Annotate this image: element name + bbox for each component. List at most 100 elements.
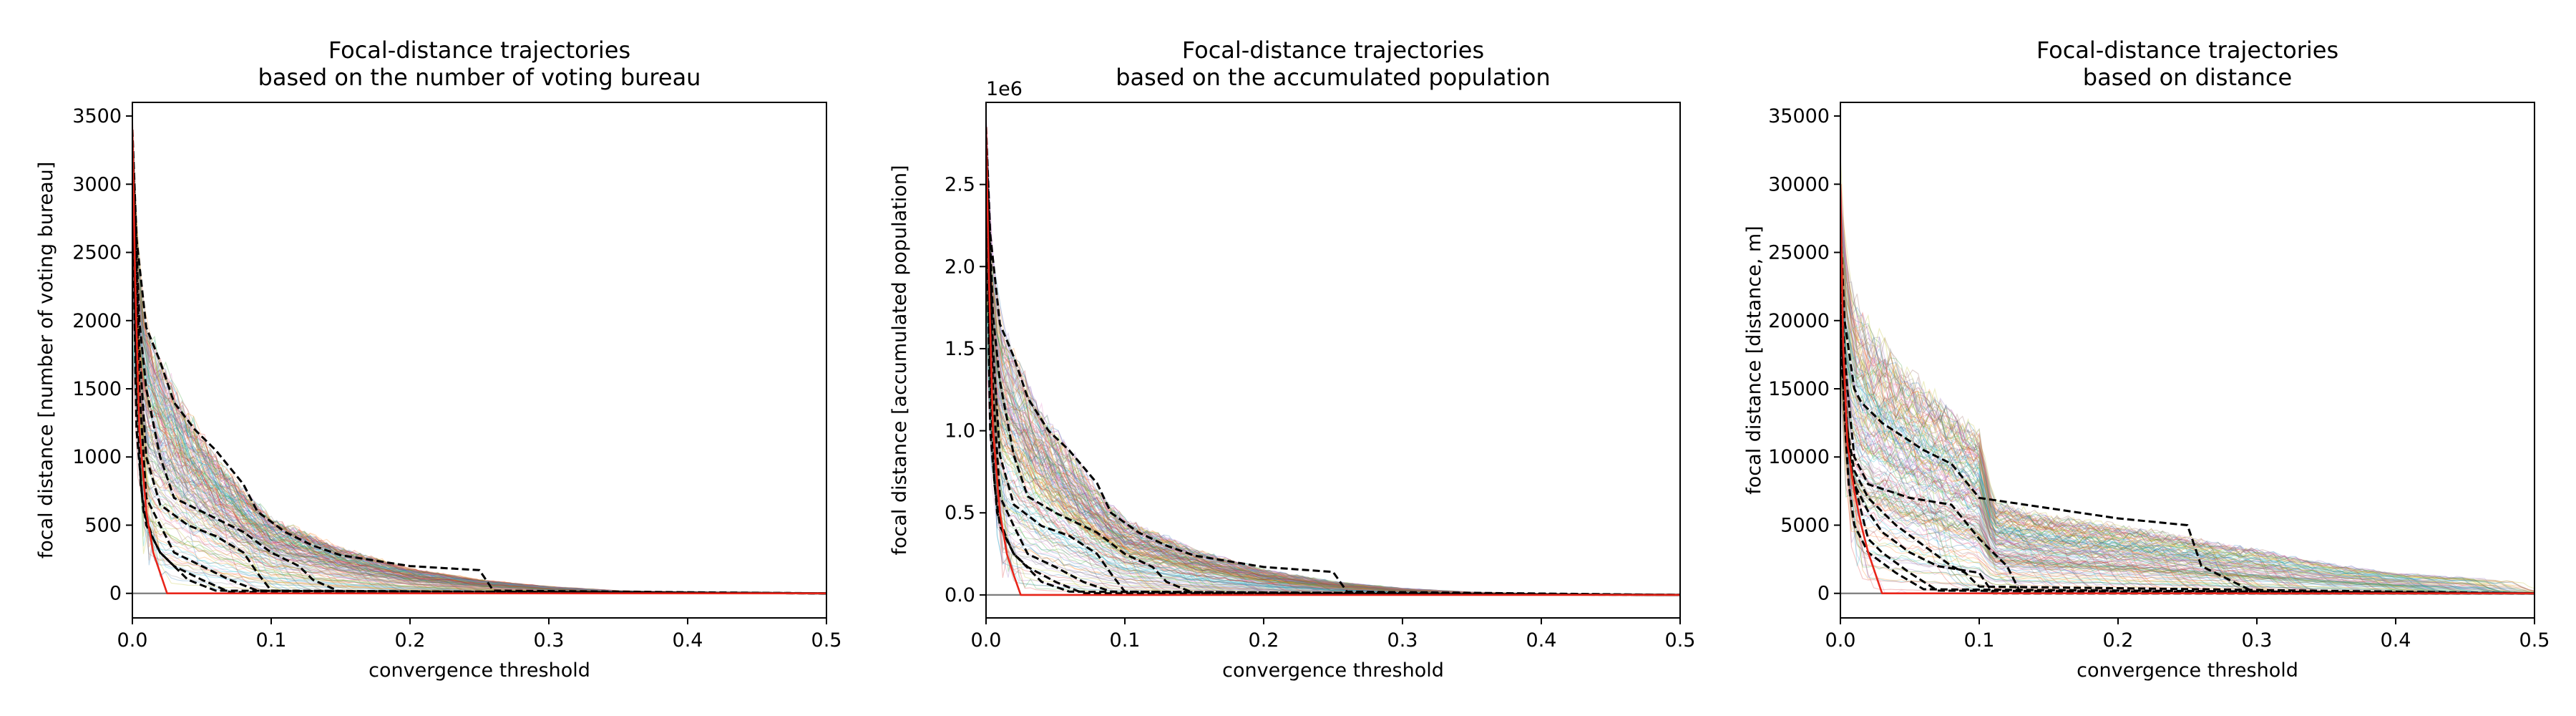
trajectory-line [132, 113, 826, 594]
trajectory-line [1840, 286, 2534, 594]
trajectory-line [132, 262, 826, 594]
chart-title: based on distance [2083, 64, 2292, 91]
trajectory-line [1840, 317, 2534, 594]
trajectory-line [1840, 342, 2534, 594]
trajectory-line [132, 222, 826, 594]
trajectory-line [986, 221, 1680, 596]
plot-area [986, 107, 1680, 596]
trajectory-line [132, 269, 826, 594]
trajectory-line [132, 243, 826, 594]
trajectory-line [1840, 323, 2534, 594]
trajectory-line [986, 312, 1680, 596]
axes-frame [985, 102, 1681, 619]
x-tick-label: 0.4 [673, 629, 703, 652]
x-axis-label: convergence threshold [2077, 659, 2298, 682]
trajectory-line [1840, 222, 2534, 594]
trajectory-line [132, 222, 826, 594]
y-tick-label: 10000 [1768, 446, 1830, 468]
y-tick-label: 0.5 [945, 502, 975, 524]
trajectory-line [1840, 205, 2534, 594]
trajectory-line [1840, 256, 2534, 594]
trajectory-line [1840, 268, 2534, 594]
y-axis-label: focal distance [number of voting bureau] [35, 162, 57, 559]
trajectory-line [1840, 296, 2534, 594]
dashed-trajectory [132, 157, 826, 595]
trajectory-line [1840, 342, 2534, 594]
trajectory-line [1840, 210, 2534, 594]
dashed-trajectory [132, 157, 826, 595]
trajectory-line [1840, 329, 2534, 594]
trajectory-line [986, 140, 1680, 596]
trajectory-line [1840, 237, 2534, 594]
trajectory-line [1840, 253, 2534, 594]
y-tick-label: 3000 [72, 173, 122, 195]
trajectory-line [1840, 278, 2534, 592]
x-tick-label: 0.4 [1526, 629, 1557, 652]
trajectory-line [1840, 278, 2534, 594]
trajectory-line [132, 309, 826, 594]
plot-area [132, 113, 826, 595]
y-tick-label: 2000 [72, 310, 122, 332]
trajectory-line [1840, 326, 2534, 594]
trajectory-line [132, 251, 826, 594]
chart-title: based on the number of voting bureau [258, 64, 701, 91]
x-tick-label: 0.0 [1825, 629, 1856, 652]
dashed-trajectory [132, 170, 826, 595]
x-tick-label: 0.2 [2103, 629, 2134, 652]
trajectory-line [1840, 284, 2534, 594]
trajectory-line [1840, 281, 2534, 594]
trajectory-line [1840, 286, 2534, 594]
background-trajectories [986, 107, 1680, 596]
y-tick-label: 1500 [72, 378, 122, 400]
y-tick-label: 5000 [1780, 514, 1830, 536]
y-tick-label: 3500 [72, 105, 122, 127]
trajectory-line [1840, 292, 2534, 594]
chart-title: based on the accumulated population [1116, 64, 1551, 91]
trajectory-line [986, 267, 1680, 596]
trajectory-line [1840, 298, 2534, 594]
trajectory-line [1840, 241, 2534, 589]
red-trajectory [1840, 184, 2534, 595]
trajectory-line [132, 353, 826, 594]
trajectory-line [132, 266, 826, 594]
x-tick-label: 0.0 [117, 629, 148, 652]
axes-frame [1840, 102, 2535, 619]
trajectory-line [1840, 269, 2534, 594]
dashed-trajectory [1840, 320, 2534, 595]
trajectory-line [1840, 238, 2534, 594]
y-tick-label: 0 [1818, 583, 1830, 605]
x-tick-label: 0.3 [1387, 629, 1418, 652]
dashed-trajectory [1840, 347, 2534, 595]
chart-title: Focal-distance trajectories [328, 37, 630, 64]
trajectory-line [1840, 381, 2534, 594]
trajectory-line [1840, 303, 2534, 594]
trajectory-line [1840, 289, 2534, 593]
trajectory-line [132, 352, 826, 594]
trajectory-line [986, 225, 1680, 596]
trajectory-line [1840, 320, 2534, 594]
y-tick-label: 0 [109, 583, 122, 605]
trajectory-line [1840, 289, 2534, 594]
trajectory-line [1840, 176, 2534, 594]
chart-panel-2: 0.0 0.1 0.2 0.3 0.4 0.5 0.0 0.5 1.0 1.5 2.0 2.5 1e6 c… [889, 37, 1695, 682]
trajectory-line [132, 220, 826, 594]
y-tick-label: 25000 [1768, 242, 1830, 264]
trajectory-line [986, 304, 1680, 596]
x-tick-label: 0.2 [1249, 629, 1279, 652]
trajectory-line [1840, 364, 2534, 594]
trajectory-line [132, 271, 826, 594]
trajectory-line [132, 309, 826, 594]
x-tick-label: 0.5 [1665, 629, 1696, 652]
trajectory-line [1840, 257, 2534, 594]
trajectory-line [1840, 374, 2534, 594]
dashed-trajectory [986, 168, 1680, 596]
trajectory-line [1840, 216, 2534, 594]
trajectory-line [986, 337, 1680, 596]
chart-panel-3: 0.0 0.1 0.2 0.3 0.4 0.5 0 5000 10000 15000 20000 25… [1743, 37, 2550, 682]
red-trajectory [986, 127, 1680, 596]
trajectory-line [132, 286, 826, 594]
trajectory-line [132, 268, 826, 594]
trajectory-line [132, 274, 826, 594]
chart-title: Focal-distance trajectories [1182, 37, 1484, 64]
background-trajectories [1840, 155, 2534, 594]
